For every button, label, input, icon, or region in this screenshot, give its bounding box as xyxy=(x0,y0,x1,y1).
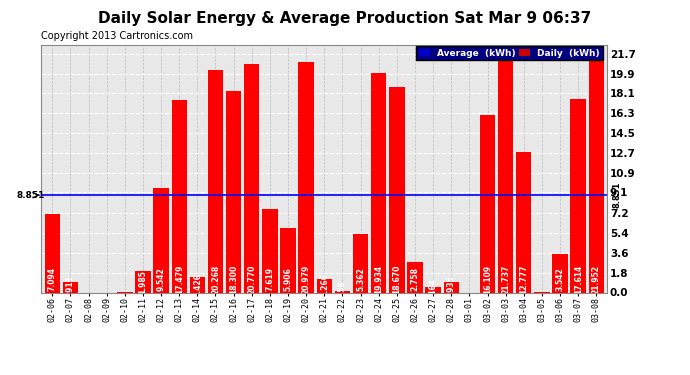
Text: 2.758: 2.758 xyxy=(411,267,420,291)
Text: 5.362: 5.362 xyxy=(356,267,365,291)
Text: 0.935: 0.935 xyxy=(446,276,455,299)
Text: 18.670: 18.670 xyxy=(393,265,402,294)
Bar xyxy=(516,152,531,292)
Bar xyxy=(299,62,314,292)
Text: 9.542: 9.542 xyxy=(157,267,166,291)
Bar xyxy=(552,254,568,292)
Bar xyxy=(317,279,332,292)
Text: 3.542: 3.542 xyxy=(555,267,564,291)
Bar xyxy=(407,262,423,292)
Text: 1.985: 1.985 xyxy=(139,270,148,294)
Text: 17.614: 17.614 xyxy=(573,265,582,294)
Text: 8.851: 8.851 xyxy=(17,190,45,200)
Bar xyxy=(244,64,259,292)
Text: 1.426: 1.426 xyxy=(193,273,202,297)
Bar xyxy=(190,277,205,292)
Bar xyxy=(208,69,223,292)
Bar xyxy=(45,214,60,292)
Text: 21.737: 21.737 xyxy=(501,265,510,294)
Bar xyxy=(426,287,441,292)
Bar xyxy=(589,51,604,292)
Bar xyxy=(353,234,368,292)
Bar xyxy=(280,228,296,292)
Text: 20.268: 20.268 xyxy=(211,265,220,294)
Bar xyxy=(63,282,78,292)
Bar xyxy=(135,271,150,292)
Bar xyxy=(571,99,586,292)
Text: 12.777: 12.777 xyxy=(520,264,529,294)
Bar xyxy=(371,73,386,292)
Bar xyxy=(262,209,277,292)
Text: 16.109: 16.109 xyxy=(483,265,492,294)
Text: 19.934: 19.934 xyxy=(374,265,383,294)
Bar xyxy=(172,100,187,292)
Text: 0.464: 0.464 xyxy=(428,278,437,302)
Text: 0.158: 0.158 xyxy=(338,280,347,304)
Text: 21.952: 21.952 xyxy=(592,265,601,294)
Bar xyxy=(444,282,459,292)
Text: Daily Solar Energy & Average Production Sat Mar 9 06:37: Daily Solar Energy & Average Production … xyxy=(99,11,591,26)
Bar xyxy=(480,115,495,292)
Text: 7.094: 7.094 xyxy=(48,267,57,291)
Text: 1.266: 1.266 xyxy=(319,274,329,297)
Text: 0.911: 0.911 xyxy=(66,276,75,299)
Text: 8.851: 8.851 xyxy=(613,182,622,209)
Text: 20.979: 20.979 xyxy=(302,265,310,294)
Bar xyxy=(498,53,513,292)
Text: Copyright 2013 Cartronics.com: Copyright 2013 Cartronics.com xyxy=(41,31,193,41)
Bar xyxy=(389,87,404,292)
Text: 17.479: 17.479 xyxy=(175,265,184,294)
Text: 20.770: 20.770 xyxy=(247,265,256,294)
Bar xyxy=(153,188,169,292)
Text: 5.906: 5.906 xyxy=(284,267,293,291)
Text: 7.619: 7.619 xyxy=(266,267,275,291)
Bar xyxy=(226,91,241,292)
Legend: Average  (kWh), Daily  (kWh): Average (kWh), Daily (kWh) xyxy=(416,46,602,60)
Text: 18.300: 18.300 xyxy=(229,265,238,294)
Bar xyxy=(335,291,350,292)
